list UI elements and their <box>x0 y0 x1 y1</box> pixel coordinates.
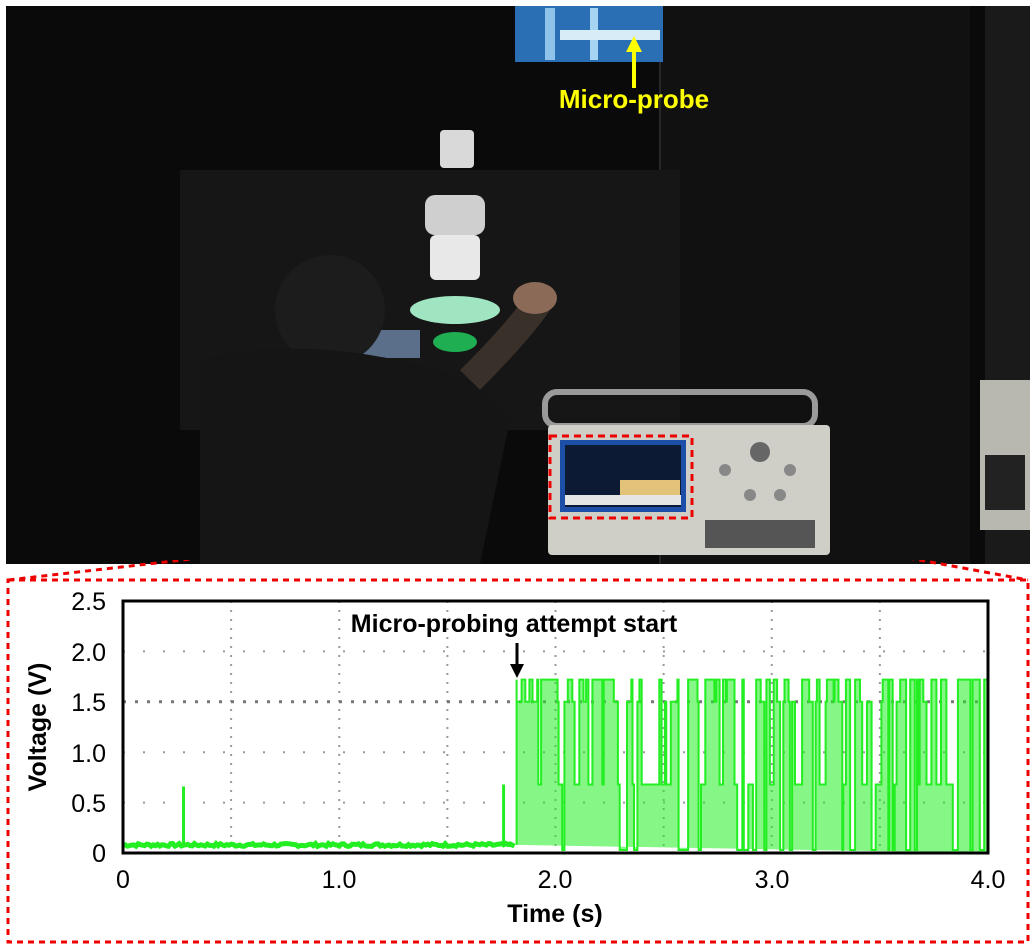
y-tick-label: 0.5 <box>71 790 106 818</box>
y-tick-label: 2.5 <box>71 588 106 616</box>
annotation-label: Micro-probing attempt start <box>351 610 678 638</box>
micro-probe-label: Micro-probe <box>559 84 709 114</box>
y-axis-title: Voltage (V) <box>24 663 52 792</box>
lab-photo: Micro-probe <box>6 6 1030 564</box>
x-tick-label: 2.0 <box>538 866 573 894</box>
x-axis: 0 1.0 2.0 3.0 4.0 <box>116 866 1005 894</box>
monitor <box>515 6 663 62</box>
y-tick-label: 2.0 <box>71 639 106 667</box>
y-tick-label: 1.5 <box>71 689 106 717</box>
x-axis-title: Time (s) <box>507 900 602 928</box>
series-line-idle <box>122 839 516 850</box>
oscilloscope <box>542 389 830 555</box>
y-tick-label: 0 <box>92 840 106 868</box>
zoom-connector-left <box>7 560 197 582</box>
x-tick-label: 1.0 <box>322 866 357 894</box>
micro-probe-callout: Micro-probe <box>559 36 709 114</box>
x-tick-label: 4.0 <box>971 866 1006 894</box>
plot-border <box>121 599 990 855</box>
annotation-arrow-head <box>510 664 524 678</box>
scope-highlight-box <box>548 434 694 520</box>
series-line-active <box>515 678 989 853</box>
operator <box>200 255 557 564</box>
y-axis: 0 0.5 1.0 1.5 2.0 2.5 <box>71 588 106 868</box>
voltage-chart: 0 0.5 1.0 1.5 2.0 2.5 0 1.0 2.0 3.0 4.0 … <box>6 560 1030 944</box>
annotation: Micro-probing attempt start <box>351 610 678 678</box>
zoom-connector-right <box>911 560 1029 582</box>
x-tick-label: 3.0 <box>755 866 790 894</box>
chart-frame <box>6 578 1030 944</box>
y-tick-label: 1.0 <box>71 740 106 768</box>
series-voltage <box>122 678 989 853</box>
x-tick-label: 0 <box>116 866 130 894</box>
